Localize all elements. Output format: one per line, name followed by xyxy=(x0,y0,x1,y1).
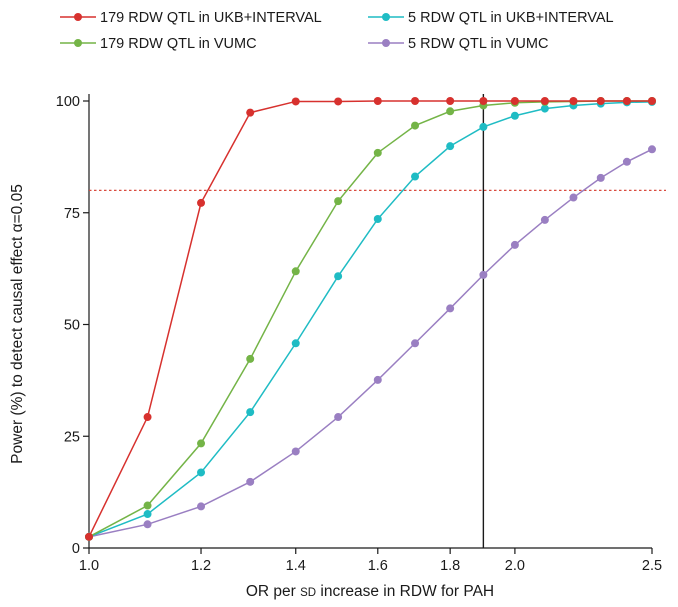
data-point xyxy=(246,354,255,363)
legend: 179 RDW QTL in UKB+INTERVAL 5 RDW QTL in… xyxy=(60,10,614,52)
data-point xyxy=(622,157,631,166)
data-point xyxy=(446,304,455,313)
series-3 xyxy=(85,145,656,541)
legend-label: 5 RDW QTL in UKB+INTERVAL xyxy=(408,10,614,26)
data-point xyxy=(143,510,152,519)
data-point xyxy=(411,339,420,348)
legend-item-green: 179 RDW QTL in VUMC xyxy=(60,36,257,52)
data-point xyxy=(334,97,343,106)
data-point xyxy=(446,97,455,105)
data-point xyxy=(596,173,605,182)
y-axis-title: Power (%) to detect causal effect α=0.05 xyxy=(9,184,26,464)
data-point xyxy=(479,270,488,279)
series-line xyxy=(88,100,652,538)
data-point xyxy=(648,145,656,154)
data-point xyxy=(197,198,206,207)
legend-label: 5 RDW QTL in VUMC xyxy=(408,36,548,52)
series-group xyxy=(85,97,656,541)
data-point xyxy=(479,122,488,131)
y-tick-label: 50 xyxy=(64,318,80,334)
data-point xyxy=(411,121,420,130)
y-tick-label: 100 xyxy=(56,94,80,110)
legend-label: 179 RDW QTL in UKB+INTERVAL xyxy=(100,10,322,26)
data-point xyxy=(143,520,152,529)
data-point xyxy=(197,502,206,511)
legend-swatch-marker xyxy=(382,13,390,21)
data-point xyxy=(334,272,343,281)
x-tick-label: 1.6 xyxy=(368,558,388,574)
data-point xyxy=(540,104,549,113)
legend-swatch-marker xyxy=(74,39,82,47)
data-point xyxy=(411,172,420,181)
data-point xyxy=(143,413,152,422)
series-line xyxy=(88,100,652,538)
x-axis-title: OR per SD increase in RDW for PAH xyxy=(246,583,494,600)
data-point xyxy=(143,501,152,510)
data-point xyxy=(246,408,255,417)
legend-item-cyan: 5 RDW QTL in UKB+INTERVAL xyxy=(368,10,614,26)
data-point xyxy=(540,215,549,224)
series-line xyxy=(88,148,653,538)
data-point xyxy=(569,193,578,202)
series-line xyxy=(88,101,653,538)
data-point xyxy=(373,148,382,157)
legend-swatch-marker xyxy=(74,13,82,21)
data-point xyxy=(246,108,255,117)
legend-item-red: 179 RDW QTL in UKB+INTERVAL xyxy=(60,10,322,26)
y-axis-ticks: 0 25 50 75 100 xyxy=(56,94,89,557)
data-point xyxy=(596,97,605,105)
data-point xyxy=(569,97,578,105)
data-point xyxy=(197,439,206,448)
y-tick-label: 25 xyxy=(64,429,80,445)
data-point xyxy=(510,111,519,120)
x-tick-label: 1.2 xyxy=(191,558,211,574)
x-tick-label: 2.0 xyxy=(505,558,525,574)
x-tick-label: 1.8 xyxy=(440,558,460,574)
data-point xyxy=(411,97,420,105)
data-point xyxy=(291,97,300,106)
y-tick-label: 0 xyxy=(72,541,80,557)
y-tick-label: 75 xyxy=(64,206,80,222)
series-0 xyxy=(85,97,656,541)
data-point xyxy=(291,267,300,276)
data-point xyxy=(510,97,519,105)
data-point xyxy=(246,477,255,486)
series-1 xyxy=(85,97,656,541)
data-point xyxy=(291,447,300,456)
data-point xyxy=(334,197,343,206)
x-tick-label: 1.0 xyxy=(79,558,99,574)
data-point xyxy=(446,142,455,151)
reference-lines xyxy=(89,94,666,548)
data-point xyxy=(622,97,631,105)
data-point xyxy=(197,468,206,477)
x-tick-label: 2.5 xyxy=(642,558,662,574)
data-point xyxy=(291,339,300,348)
legend-item-purple: 5 RDW QTL in VUMC xyxy=(368,36,548,52)
data-point xyxy=(373,375,382,384)
data-point xyxy=(373,215,382,224)
data-point xyxy=(373,97,382,105)
data-point xyxy=(334,413,343,422)
series-2 xyxy=(85,97,656,541)
data-point xyxy=(510,240,519,249)
data-point xyxy=(85,532,93,541)
x-tick-label: 1.4 xyxy=(286,558,306,574)
legend-swatch-marker xyxy=(382,39,390,47)
x-axis-ticks: 1.0 1.2 1.4 1.6 1.8 2.0 2.5 xyxy=(79,548,662,574)
data-point xyxy=(540,97,549,105)
data-point xyxy=(648,97,656,105)
legend-label: 179 RDW QTL in VUMC xyxy=(100,36,257,52)
data-point xyxy=(446,107,455,116)
data-point xyxy=(479,97,488,105)
